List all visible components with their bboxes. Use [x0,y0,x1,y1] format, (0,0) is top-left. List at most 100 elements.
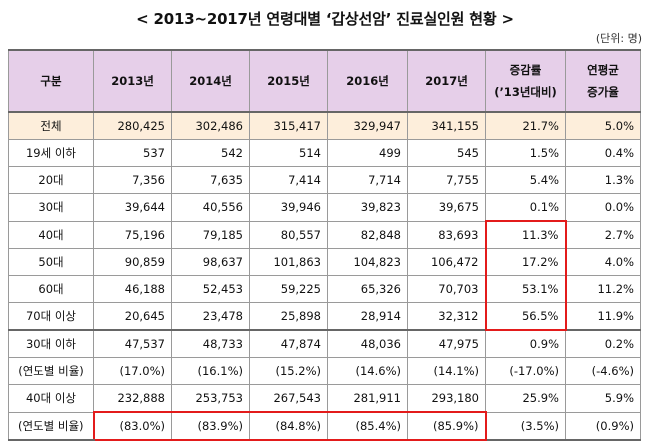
header-2014: 2014년 [171,49,250,113]
cell-2015: 25,898 [249,302,328,331]
table-row: 19세 이하 537 542 514 499 545 1.5% 0.4% [8,139,641,167]
cell-2013: 90,859 [93,248,172,276]
cell-2014: 542 [171,139,250,167]
cell-change: 21.7% [485,111,566,140]
cell-avg: (-4.6%) [565,357,641,385]
cell-2014: 253,753 [171,384,250,413]
row-label: 40대 [8,220,94,249]
row-label: 30대 이하 [8,329,94,358]
cell-2013: 46,188 [93,275,172,303]
cell-2016: 104,823 [327,248,408,276]
cell-2017: 70,703 [407,275,486,303]
thyroid-cancer-table: 구분 2013년 2014년 2015년 2016년 2017년 증감률 (’1… [8,49,641,441]
cell-2014: 40,556 [171,193,250,222]
header-category: 구분 [8,49,94,113]
table-row: 50대 90,859 98,637 101,863 104,823 106,47… [8,248,641,276]
header-2017: 2017년 [407,49,486,113]
cell-2017: 83,693 [407,220,486,249]
cell-2014: 48,733 [171,329,250,358]
header-2015: 2015년 [249,49,328,113]
cell-2016: 281,911 [327,384,408,413]
row-label: 30대 [8,193,94,222]
cell-change: 0.1% [485,193,566,222]
cell-2016: 28,914 [327,302,408,331]
cell-2013: 280,425 [93,111,172,140]
header-2013: 2013년 [93,49,172,113]
row-label: 40대 이상 [8,384,94,413]
cell-2017: 545 [407,139,486,167]
cell-2016: 39,823 [327,193,408,222]
cell-avg: 5.9% [565,384,641,413]
cell-2014: (16.1%) [171,357,250,385]
row-label: 전체 [8,111,94,140]
row-label: 50대 [8,248,94,276]
table-row: (연도별 비율) (17.0%) (16.1%) (15.2%) (14.6%)… [8,357,641,385]
row-label: (연도별 비율) [8,357,94,385]
cell-2013: 232,888 [93,384,172,413]
row-label: 60대 [8,275,94,303]
header-change-line2: (’13년대비) [494,85,557,99]
cell-2015: 80,557 [249,220,328,249]
cell-2013-highlighted: (83.0%) [92,411,172,441]
cell-2013: 537 [93,139,172,167]
cell-avg: (0.9%) [565,411,641,441]
cell-2015-highlighted: (84.8%) [249,411,328,441]
cell-2013: 7,356 [93,166,172,194]
cell-2016: (14.6%) [327,357,408,385]
table-row: 20대 7,356 7,635 7,414 7,714 7,755 5.4% 1… [8,166,641,194]
cell-avg: 0.4% [565,139,641,167]
cell-2017-highlighted: (85.9%) [407,411,487,441]
header-avg: 연평균 증가율 [565,49,641,113]
header-avg-line2: 증가율 [587,85,619,99]
cell-avg: 5.0% [565,111,641,140]
table-row: 30대 39,644 40,556 39,946 39,823 39,675 0… [8,193,641,222]
cell-change-highlighted: 53.1% [484,275,567,303]
cell-2017: 293,180 [407,384,486,413]
table-row: 30대 이하 47,537 48,733 47,874 48,036 47,97… [8,329,641,358]
cell-change: 0.9% [485,329,566,358]
cell-2017: 39,675 [407,193,486,222]
cell-2015: 101,863 [249,248,328,276]
cell-avg: 11.9% [565,302,641,331]
cell-change-highlighted: 11.3% [484,220,567,249]
cell-2016: 82,848 [327,220,408,249]
row-label: 70대 이상 [8,302,94,331]
cell-2017: 7,755 [407,166,486,194]
cell-change: 1.5% [485,139,566,167]
cell-2015: 514 [249,139,328,167]
table-title: < 2013~2017년 연령대별 ‘갑상선암’ 진료실인원 현황 > [136,10,514,28]
cell-2017: 106,472 [407,248,486,276]
cell-2013: (17.0%) [93,357,172,385]
cell-2013: 20,645 [93,302,172,331]
cell-2016: 499 [327,139,408,167]
cell-change-highlighted: 56.5% [484,302,567,331]
table-row: 40대 75,196 79,185 80,557 82,848 83,693 1… [8,220,641,249]
cell-2016: 48,036 [327,329,408,358]
header-change: 증감률 (’13년대비) [485,49,566,113]
cell-2014: 52,453 [171,275,250,303]
cell-2014: 302,486 [171,111,250,140]
cell-2015: 39,946 [249,193,328,222]
cell-2014: 7,635 [171,166,250,194]
cell-change: 5.4% [485,166,566,194]
cell-2016: 65,326 [327,275,408,303]
cell-2017: (14.1%) [407,357,486,385]
row-label: 19세 이하 [8,139,94,167]
header-change-line1: 증감률 [509,63,542,77]
cell-2015: 47,874 [249,329,328,358]
cell-2016: 329,947 [327,111,408,140]
cell-change: (3.5%) [485,411,566,441]
cell-2015: (15.2%) [249,357,328,385]
table-row: 40대 이상 232,888 253,753 267,543 281,911 2… [8,384,641,413]
cell-change: (-17.0%) [485,357,566,385]
row-label: (연도별 비율) [8,411,94,441]
unit-note: (단위: 명) [595,32,642,45]
cell-2013: 39,644 [93,193,172,222]
cell-change: 25.9% [485,384,566,413]
cell-2013: 75,196 [93,220,172,249]
cell-2016: 7,714 [327,166,408,194]
cell-2015: 59,225 [249,275,328,303]
cell-2017: 32,312 [407,302,486,331]
cell-2014: 98,637 [171,248,250,276]
cell-2015: 7,414 [249,166,328,194]
